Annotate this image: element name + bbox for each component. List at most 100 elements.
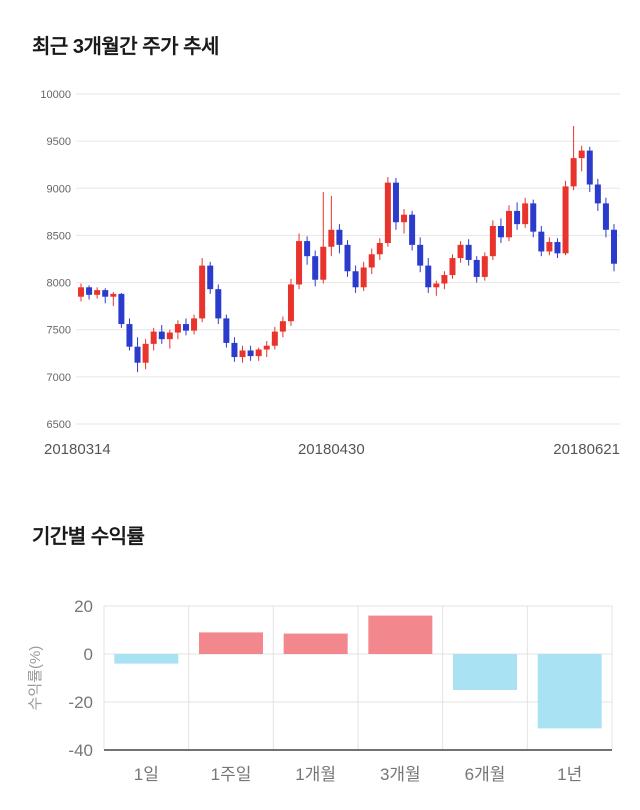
candle-body (102, 290, 109, 297)
candle-body (199, 265, 206, 319)
x-axis-tick: 6개월 (465, 765, 506, 784)
candle-body (94, 290, 101, 295)
candle-body (134, 346, 141, 363)
candle-body (255, 349, 262, 357)
candle-body (538, 231, 545, 252)
candle-body (223, 318, 230, 343)
y-axis-tick: 0 (84, 645, 93, 664)
candle-body (247, 350, 254, 357)
candle-body (287, 284, 294, 322)
candle-body (207, 265, 214, 290)
candle-body (78, 287, 84, 297)
price-trend-title: 최근 3개월간 주가 추세 (32, 36, 219, 58)
candle-body (344, 244, 351, 272)
candle-body (360, 267, 367, 288)
price-candlestick-chart: 10000 9500 9000 8500 8000 7500 7000 6500 2018031… (40, 89, 620, 458)
candle-body (231, 342, 238, 358)
candle-body (425, 265, 432, 288)
x-axis-tick: 20180314 (44, 441, 111, 458)
candle-body (126, 324, 133, 347)
x-axis-tick: 20180621 (553, 441, 620, 458)
candle-body (554, 242, 561, 254)
candle-body (449, 258, 456, 276)
y-axis-tick: 9500 (47, 136, 71, 148)
candle-body (546, 242, 553, 252)
candle-body (368, 254, 375, 268)
candle-body (158, 331, 165, 340)
y-axis-label: 수익률(%) (27, 646, 44, 711)
return-bar (283, 633, 348, 654)
candle-body (182, 324, 189, 331)
candle-body (328, 229, 335, 247)
y-axis-tick: 10000 (40, 89, 71, 101)
candle-body (562, 186, 569, 254)
candle-body (336, 229, 343, 245)
candle-body (320, 246, 327, 280)
candle-body (578, 150, 585, 159)
candle-body (263, 345, 270, 350)
candle-body (304, 241, 311, 257)
y-axis-tick: 7000 (47, 372, 71, 384)
x-axis-tick: 1개월 (295, 765, 336, 784)
candle-body (384, 182, 391, 243)
candle-body (602, 203, 609, 230)
candle-body (457, 244, 464, 259)
return-bar (199, 632, 263, 654)
x-axis-tick: 1일 (134, 765, 159, 784)
candle-body (514, 210, 521, 225)
candle-body (376, 242, 383, 255)
return-bar (537, 654, 602, 729)
candle-body (239, 350, 246, 358)
candle-body (611, 229, 617, 264)
candle-body (433, 283, 440, 288)
candle-body (401, 214, 408, 223)
candle-body (473, 259, 480, 277)
candle-body (586, 150, 593, 185)
candle-body (142, 343, 149, 363)
candle-body (409, 214, 416, 245)
candle-body (296, 241, 303, 285)
return-bar (453, 654, 517, 690)
candle-body (271, 331, 278, 346)
candle-body (312, 256, 319, 280)
candle-body (110, 293, 117, 297)
candle-body (489, 226, 496, 257)
candle-body (279, 321, 286, 332)
candle-body (118, 293, 125, 325)
candle-body (86, 287, 93, 295)
x-axis-tick: 1년 (557, 765, 582, 784)
candle-body (441, 275, 448, 284)
y-axis-tick: 9000 (47, 183, 71, 195)
candle-body (465, 244, 472, 260)
period-returns-title: 기간별 수익률 (32, 526, 145, 548)
candle-body (522, 203, 529, 225)
period-returns-bar-chart: 20 0 -20 -40 1일 1주일 1개월 3개월 6개월 1년 수익률(%) (27, 597, 613, 784)
return-bar (368, 615, 433, 654)
candle-body (392, 182, 399, 223)
candle-body (174, 324, 181, 333)
candle-body (570, 158, 577, 187)
y-axis-tick: -20 (68, 693, 93, 712)
candle-body (215, 289, 222, 319)
y-axis-tick: 8000 (47, 278, 71, 290)
candle-body (497, 226, 504, 238)
y-axis-tick: 8500 (47, 230, 71, 242)
candle-body (530, 203, 537, 232)
x-axis-tick: 3개월 (380, 765, 421, 784)
candle-body (417, 244, 424, 266)
candle-body (166, 332, 173, 340)
y-axis-tick: 6500 (47, 419, 71, 431)
candle-body (150, 331, 157, 344)
candle-body (594, 184, 601, 204)
candle-body (481, 256, 488, 277)
x-axis-tick: 20180430 (298, 441, 365, 458)
return-bar (114, 654, 179, 664)
candle-body (191, 318, 198, 331)
y-axis-tick: 7500 (47, 325, 71, 337)
candle-body (506, 210, 513, 238)
x-axis-tick: 1주일 (211, 765, 252, 784)
y-axis-tick: -40 (68, 741, 93, 760)
y-axis-tick: 20 (74, 597, 93, 616)
candle-body (352, 271, 359, 288)
